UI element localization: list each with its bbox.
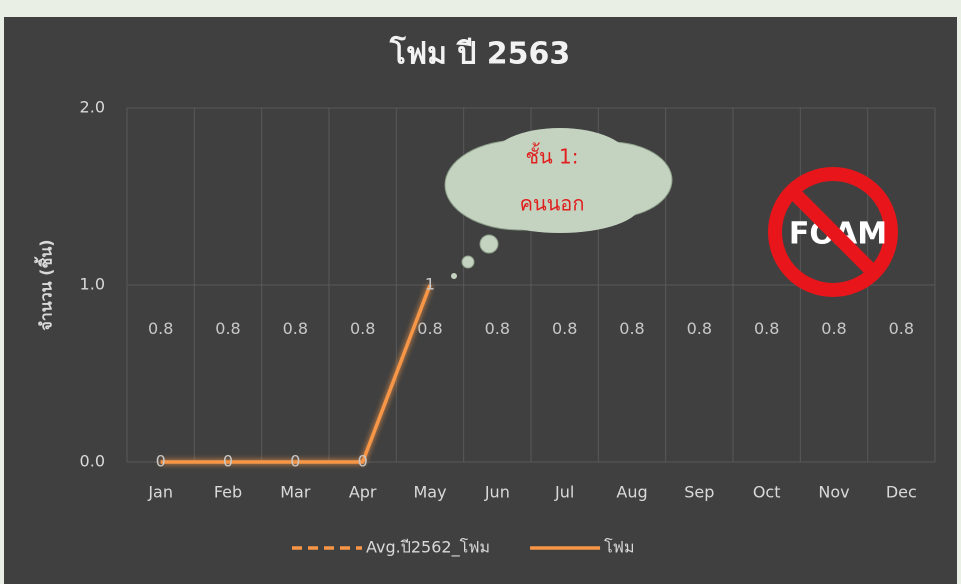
x-tick-label: Mar <box>280 483 311 502</box>
chart-background <box>4 17 957 584</box>
legend-label: โฟม <box>604 538 634 557</box>
y-tick-label: 0.0 <box>80 452 105 471</box>
data-label: 0.8 <box>687 319 712 338</box>
data-label: 0 <box>156 452 166 471</box>
cloud-bubble <box>461 255 475 269</box>
x-tick-label: Jul <box>554 483 574 502</box>
marks: 0.8 0.8 0.8 0.8 0.8 0.8 0.8 0.8 0.8 0.8 0.8 0.8 0 0 0 0… <box>148 275 914 471</box>
cloud: ชั้น 1: คนนอก <box>444 128 673 279</box>
data-label: 0 <box>223 452 233 471</box>
data-label: 0.8 <box>417 319 442 338</box>
x-tick-label: Nov <box>818 483 849 502</box>
data-label: 0.8 <box>821 319 846 338</box>
data-label: 0.8 <box>619 319 644 338</box>
series-line <box>160 284 432 464</box>
no-foam-icon: FOAM <box>768 167 898 297</box>
x-tick-label: Feb <box>214 483 242 502</box>
y-tick-label: 1.0 <box>80 275 105 294</box>
data-label: 0 <box>290 452 300 471</box>
annotation: คนนอก <box>520 192 585 216</box>
annotation: ชั้น 1: <box>525 143 578 169</box>
x-tick-label: Jan <box>147 483 173 502</box>
chart-title: โฟม ปี 2563 <box>389 35 571 72</box>
data-label: 0.8 <box>552 319 577 338</box>
legend: Avg.ปี2562_โฟม โฟม <box>292 538 635 558</box>
cloud-bubble <box>479 234 499 254</box>
x-tick-label: Oct <box>753 483 781 502</box>
data-label: 0.8 <box>485 319 510 338</box>
y-axis-label: จำนวน (ชิ้น) <box>34 239 56 330</box>
x-tick-label: Sep <box>684 483 714 502</box>
data-label: 0.8 <box>889 319 914 338</box>
x-tick-label: May <box>413 483 446 502</box>
cloud-body <box>480 177 640 233</box>
x-tick-label: Jun <box>484 483 510 502</box>
x-tick-label: Aug <box>616 483 647 502</box>
legend-label: Avg.ปี2562_โฟม <box>366 538 490 558</box>
y-tick-label: 2.0 <box>80 98 105 117</box>
icon-ring <box>768 167 898 297</box>
cloud-bubble <box>451 273 457 279</box>
data-label: 1 <box>425 275 435 294</box>
x-tick-label: Dec <box>886 483 917 502</box>
data-label: 0.8 <box>350 319 375 338</box>
icon-slash <box>787 186 879 278</box>
x-tick-label: Apr <box>349 483 377 502</box>
data-label: 0.8 <box>148 319 173 338</box>
data-label: 0 <box>358 452 368 471</box>
data-label: 0.8 <box>754 319 779 338</box>
data-label: 0.8 <box>283 319 308 338</box>
cloud-body <box>490 128 630 192</box>
data-label: 0.8 <box>215 319 240 338</box>
